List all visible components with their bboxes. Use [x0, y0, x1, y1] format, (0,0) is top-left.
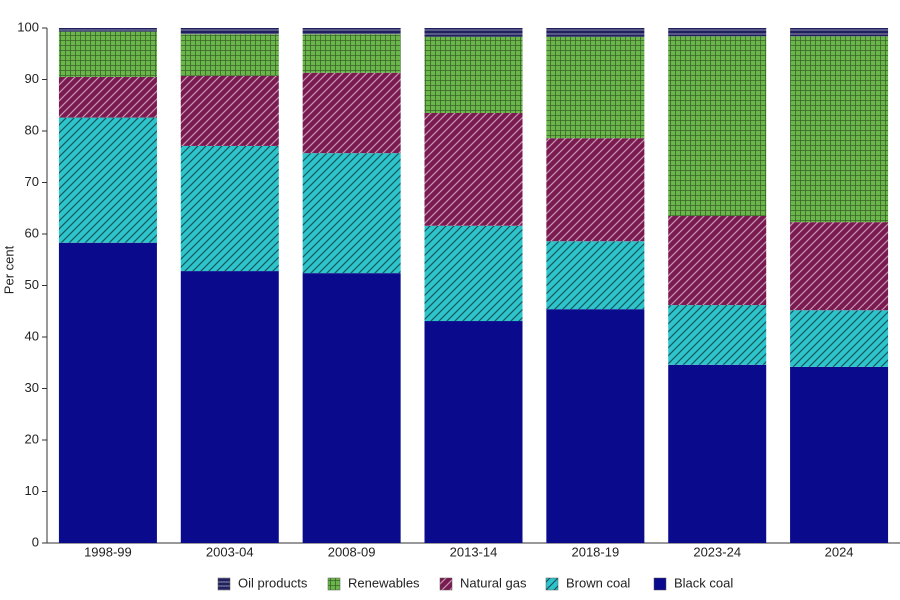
legend-label: Natural gas [460, 575, 527, 590]
x-tick-label: 2013-14 [450, 544, 498, 559]
bar-segment [302, 72, 401, 154]
y-tick-label: 20 [25, 431, 39, 446]
legend-label: Renewables [348, 575, 420, 590]
bar-segment [790, 366, 889, 543]
bar-segment [546, 36, 645, 139]
y-tick-label: 10 [25, 483, 39, 498]
bar-segment [58, 76, 157, 118]
bar-segment [790, 222, 889, 311]
bar-segment [668, 364, 767, 543]
bar-segment [180, 145, 279, 272]
y-tick-label: 100 [17, 19, 39, 34]
bar-segment [546, 241, 645, 310]
legend-swatch [327, 577, 341, 591]
legend-label: Oil products [238, 575, 308, 590]
bar-segment [668, 28, 767, 37]
legend-swatch [545, 577, 559, 591]
y-axis-label: Per cent [1, 245, 16, 294]
bar-segment [180, 75, 279, 146]
bar-segment [58, 242, 157, 543]
bar-segment [58, 117, 157, 243]
bar-segment [424, 321, 523, 543]
bar-segment [668, 215, 767, 306]
bar-segment [180, 271, 279, 543]
x-tick-label: 2023-24 [693, 544, 741, 559]
bar-segment [790, 310, 889, 367]
bar-segment [546, 28, 645, 37]
bar-segment [546, 138, 645, 242]
bar-segment [180, 28, 279, 35]
x-tick-label: 1998-99 [84, 544, 132, 559]
y-tick-label: 40 [25, 328, 39, 343]
legend-label: Brown coal [566, 575, 630, 590]
bar-segment [58, 28, 157, 32]
bar-segment [180, 34, 279, 76]
bar-segment [302, 34, 401, 73]
x-tick-label: 2003-04 [206, 544, 254, 559]
y-tick-label: 50 [25, 277, 39, 292]
bar-segment [424, 112, 523, 226]
x-tick-label: 2018-19 [571, 544, 619, 559]
legend-swatch [439, 577, 453, 591]
bar-segment [302, 28, 401, 35]
bar-segment [790, 28, 889, 37]
bar-segment [58, 31, 157, 77]
bar-segment [790, 36, 889, 223]
bar-segment [424, 225, 523, 322]
bar-segment [302, 153, 401, 274]
legend-swatch [653, 577, 667, 591]
bar-segment [424, 36, 523, 113]
legend-swatch [217, 577, 231, 591]
bar-segment [546, 309, 645, 543]
y-tick-label: 0 [32, 534, 39, 549]
y-tick-label: 60 [25, 225, 39, 240]
y-tick-label: 70 [25, 174, 39, 189]
bar-segment [302, 273, 401, 543]
y-tick-label: 80 [25, 122, 39, 137]
bar-segment [424, 28, 523, 37]
y-tick-label: 90 [25, 71, 39, 86]
y-tick-label: 30 [25, 380, 39, 395]
x-tick-label: 2024 [825, 544, 854, 559]
x-tick-label: 2008-09 [328, 544, 376, 559]
bar-segment [668, 305, 767, 365]
bar-segment [668, 36, 767, 216]
legend-label: Black coal [674, 575, 733, 590]
